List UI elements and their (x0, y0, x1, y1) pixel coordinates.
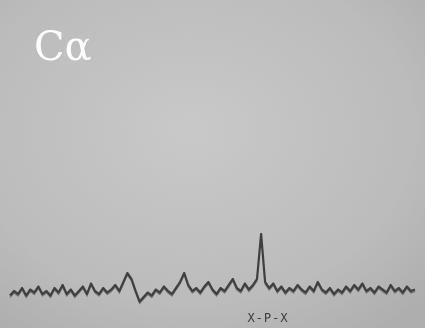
series-layer (9, 232, 416, 305)
series-line-0-shadow (9, 235, 416, 305)
series-line-0 (9, 232, 416, 303)
panel-label: Cα (34, 24, 92, 70)
x-axis-label: X-P-X (247, 311, 288, 325)
